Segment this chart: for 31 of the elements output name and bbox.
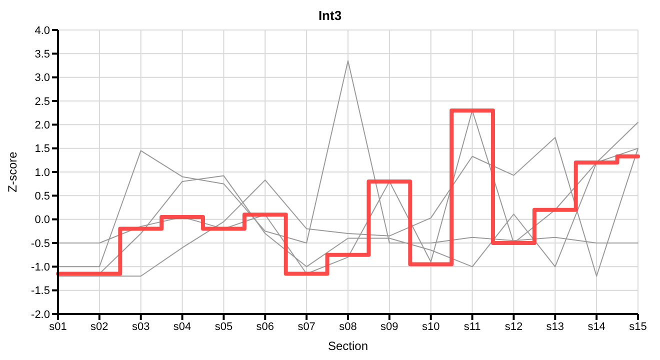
y-axis-title: Z-score	[5, 151, 20, 192]
x-tick-label: s10	[422, 320, 440, 333]
y-tick-label: 4.0	[34, 24, 50, 37]
y-tick-label: 0.5	[34, 190, 50, 203]
y-tick-label: 2.5	[34, 96, 50, 108]
x-tick-label: s02	[90, 320, 108, 333]
y-tick-label: 2.0	[34, 120, 50, 132]
x-tick-label: s09	[380, 320, 398, 333]
y-tick-label: -2.0	[31, 308, 50, 321]
x-tick-label: s13	[546, 320, 564, 333]
x-tick-label: s12	[504, 320, 523, 333]
x-tick-label: s15	[629, 320, 647, 333]
x-tick-label: s04	[173, 320, 192, 333]
x-tick-label: s08	[339, 320, 357, 333]
x-tick-label: s01	[49, 320, 67, 333]
y-tick-label: -0.5	[31, 238, 50, 250]
y-tick-label: 3.5	[34, 48, 50, 61]
x-tick-label: s06	[256, 320, 274, 333]
y-tick-label: 0.0	[34, 214, 50, 226]
chart-title: Int3	[317, 8, 343, 24]
x-axis-title: Section	[328, 339, 368, 353]
x-tick-label: s03	[132, 320, 150, 333]
y-tick-label: -1.5	[31, 285, 50, 298]
x-tick-label: s07	[298, 320, 316, 333]
y-tick-label: 1.0	[34, 166, 50, 179]
x-tick-label: s11	[464, 320, 481, 333]
x-tick-label: s05	[214, 320, 233, 333]
y-tick-label: 3.0	[34, 72, 50, 84]
x-tick-label: s14	[588, 320, 606, 333]
y-tick-label: 1.5	[34, 143, 50, 156]
y-tick-label: -1.0	[31, 262, 50, 274]
